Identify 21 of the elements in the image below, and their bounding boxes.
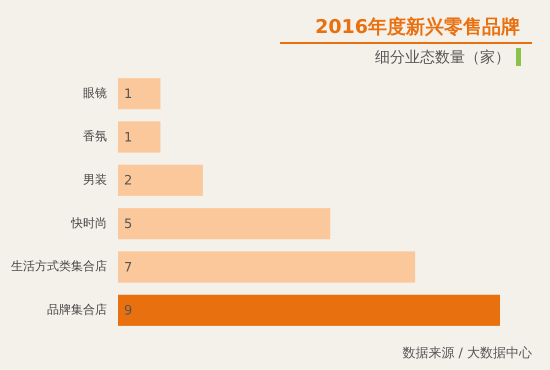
y-tick-label: 品牌集合店 <box>47 302 107 316</box>
y-tick-label: 快时尚 <box>70 216 107 230</box>
data-label: 5 <box>124 217 132 232</box>
bar <box>118 121 160 153</box>
data-label: 2 <box>124 174 132 189</box>
bar <box>118 164 203 196</box>
data-label: 1 <box>124 87 132 102</box>
bar <box>118 294 500 326</box>
y-tick-label: 眼镜 <box>83 86 107 100</box>
chart-subtitle: 细分业态数量（家） <box>375 48 510 67</box>
data-label: 7 <box>124 260 132 276</box>
source-note: 数据来源 / 大数据中心 <box>402 345 532 362</box>
data-label: 9 <box>124 304 132 319</box>
chart-title: 2016年度新兴零售品牌 <box>315 15 520 40</box>
y-tick-label: 香氛 <box>83 129 107 144</box>
y-tick-label: 男装 <box>83 172 107 186</box>
y-tick-label: 生活方式类集合店 <box>11 259 107 274</box>
data-label: 1 <box>124 130 132 146</box>
bar <box>118 78 160 110</box>
bar <box>118 251 416 283</box>
bar <box>118 208 330 240</box>
